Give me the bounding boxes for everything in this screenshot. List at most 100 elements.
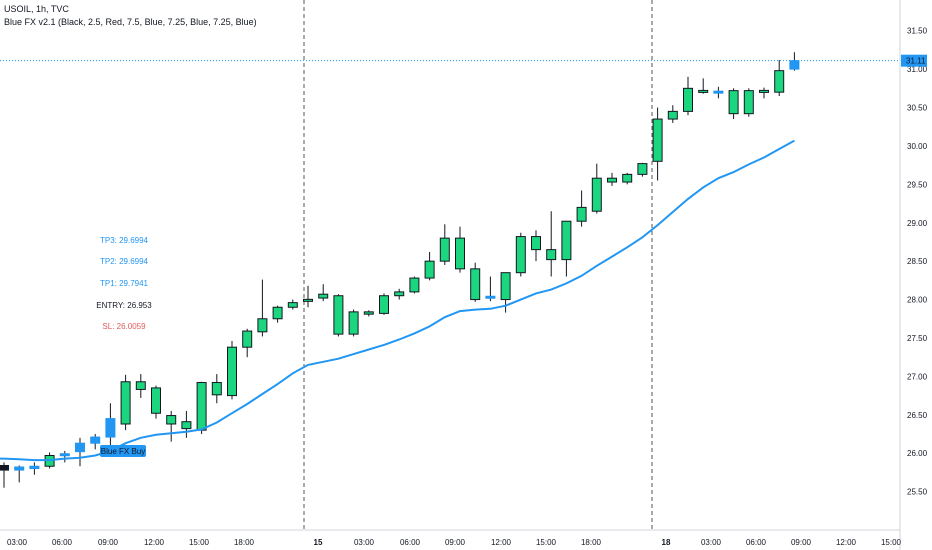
candle bbox=[181, 410, 192, 438]
candle-body bbox=[789, 60, 800, 70]
sl-label: SL: 26.0059 bbox=[102, 322, 146, 331]
candle-body bbox=[14, 466, 25, 471]
indicator-title: Blue FX v2.1 (Black, 2.5, Red, 7.5, Blue… bbox=[4, 17, 257, 27]
candle bbox=[135, 374, 146, 398]
candle-body bbox=[196, 382, 207, 431]
x-tick-label: 06:00 bbox=[52, 538, 73, 547]
candle bbox=[683, 76, 693, 116]
candle-body bbox=[485, 295, 496, 299]
y-tick-label: 26.00 bbox=[907, 449, 928, 458]
candle-body bbox=[29, 465, 40, 470]
x-tick-label: 18 bbox=[662, 538, 671, 547]
x-tick-label: 09:00 bbox=[445, 538, 466, 547]
candle bbox=[485, 276, 496, 302]
candle bbox=[105, 403, 116, 446]
moving-average-line bbox=[0, 139, 795, 462]
candle bbox=[242, 328, 253, 358]
candle bbox=[622, 172, 633, 185]
candle bbox=[196, 381, 207, 434]
candle-body bbox=[622, 173, 633, 183]
session-dividers bbox=[303, 0, 653, 530]
candle bbox=[424, 251, 435, 281]
candle bbox=[394, 288, 405, 300]
candle-body bbox=[439, 237, 450, 262]
candle bbox=[439, 224, 450, 265]
x-tick-label: 15:00 bbox=[536, 538, 557, 547]
candle bbox=[348, 309, 359, 337]
y-tick-label: 29.50 bbox=[907, 180, 928, 189]
candle bbox=[713, 86, 724, 99]
candle bbox=[531, 230, 541, 262]
candle-body bbox=[75, 442, 85, 453]
candle bbox=[667, 105, 678, 123]
y-tick-label: 30.00 bbox=[907, 142, 928, 151]
candle-body bbox=[470, 268, 481, 301]
candle bbox=[470, 262, 481, 302]
candle bbox=[287, 299, 298, 310]
trade-levels: TP3: 29.6994 TP2: 29.6994 TP1: 29.7941 E… bbox=[96, 236, 152, 331]
candle bbox=[211, 374, 222, 404]
x-tick-label: 12:00 bbox=[491, 538, 512, 547]
candle bbox=[774, 59, 785, 97]
candle-body bbox=[500, 272, 511, 301]
candle-body bbox=[637, 163, 648, 175]
candle bbox=[14, 465, 25, 483]
candle-body bbox=[424, 260, 435, 279]
candle bbox=[0, 462, 9, 488]
x-tick-label: 15:00 bbox=[189, 538, 210, 547]
candle-body bbox=[652, 118, 663, 162]
tp1-label: TP1: 29.7941 bbox=[100, 279, 149, 288]
candle-body bbox=[607, 177, 617, 183]
candle bbox=[303, 285, 313, 308]
candle-body bbox=[135, 381, 146, 390]
candle bbox=[227, 341, 237, 400]
candle bbox=[272, 305, 283, 323]
candle-body bbox=[242, 330, 253, 348]
x-tick-label: 12:00 bbox=[836, 538, 857, 547]
x-tick-label: 15 bbox=[314, 538, 323, 547]
candle-body bbox=[683, 87, 693, 112]
candle bbox=[363, 310, 374, 317]
candle bbox=[743, 88, 754, 117]
x-tick-label: 12:00 bbox=[144, 538, 165, 547]
candle bbox=[59, 450, 70, 463]
candle-body bbox=[546, 249, 557, 261]
x-tick-label: 03:00 bbox=[354, 538, 375, 547]
candle bbox=[759, 87, 769, 99]
candle bbox=[728, 88, 739, 120]
candle bbox=[561, 220, 572, 277]
candle-body bbox=[531, 236, 541, 251]
candle-body bbox=[774, 70, 785, 93]
candle bbox=[166, 410, 177, 442]
y-tick-label: 27.50 bbox=[907, 334, 928, 343]
candle-body bbox=[591, 177, 602, 212]
tp2-label: TP2: 29.6994 bbox=[100, 257, 149, 266]
x-tick-label: 15:00 bbox=[881, 538, 902, 547]
candle bbox=[379, 293, 389, 315]
candle-body bbox=[698, 89, 709, 93]
candle-body bbox=[0, 464, 9, 471]
candle bbox=[607, 172, 617, 186]
x-tick-label: 03:00 bbox=[701, 538, 722, 547]
candle-body bbox=[713, 90, 724, 94]
x-tick-label: 18:00 bbox=[234, 538, 255, 547]
tp3-label: TP3: 29.6994 bbox=[100, 236, 149, 245]
candle bbox=[75, 437, 85, 467]
candle-body bbox=[409, 277, 420, 293]
candle bbox=[637, 162, 648, 177]
x-tick-label: 06:00 bbox=[746, 538, 767, 547]
candle bbox=[576, 190, 587, 227]
candle bbox=[120, 374, 131, 431]
candle-body bbox=[515, 236, 526, 274]
candle-body bbox=[561, 220, 572, 261]
candle-body bbox=[211, 382, 222, 396]
candle-body bbox=[318, 293, 329, 299]
candle-body bbox=[59, 453, 70, 457]
time-axis[interactable]: 03:00 06:00 09:00 12:00 15:00 18:00 15 03:00 06:… bbox=[0, 529, 902, 547]
candle bbox=[257, 279, 268, 337]
x-tick-label: 09:00 bbox=[98, 538, 119, 547]
price-axis[interactable]: 25.50 26.00 26.50 27.00 27.50 28.00 28.50 29.00… bbox=[899, 0, 928, 550]
candle-body bbox=[166, 415, 177, 425]
candle bbox=[333, 294, 344, 337]
